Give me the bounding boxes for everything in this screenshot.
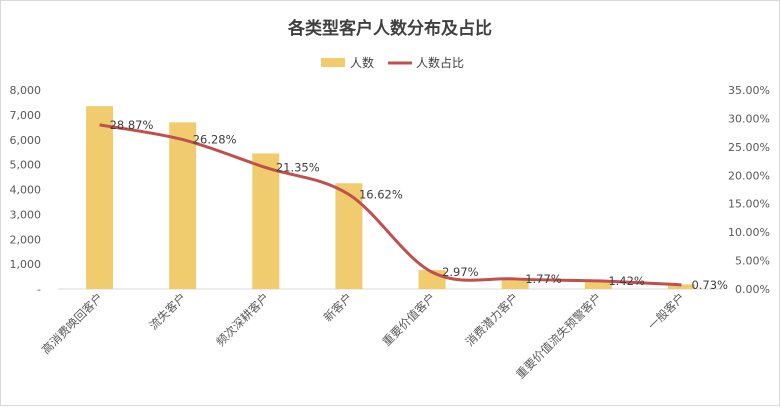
line-data-label: 0.73% — [691, 278, 728, 292]
y2-tick-label: 35.00% — [728, 84, 770, 97]
y2-tick-label: 10.00% — [728, 226, 770, 239]
bar — [86, 106, 113, 289]
y2-tick-label: 20.00% — [728, 169, 770, 182]
y-tick-label: 1,000 — [10, 258, 42, 271]
y2-tick-label: 0.00% — [735, 283, 770, 296]
y-tick-label: 3,000 — [10, 208, 42, 221]
y-tick-label: 6,000 — [10, 134, 42, 147]
bar — [169, 122, 196, 289]
y2-tick-label: 5.00% — [735, 255, 770, 268]
line-data-label: 2.97% — [442, 265, 479, 279]
chart-title: 各类型客户人数分布及占比 — [287, 18, 492, 39]
line-data-label: 26.28% — [193, 133, 237, 147]
y-axis-left: - 1,000 2,000 3,000 4,000 5,000 6,000 7,000 8,00… — [10, 84, 42, 296]
y2-tick-label: 15.00% — [728, 198, 770, 211]
legend-line-label: 人数占比 — [416, 55, 464, 70]
y2-tick-label: 30.00% — [728, 112, 770, 125]
y-tick-label: - — [37, 283, 41, 296]
y-tick-label: 2,000 — [10, 233, 42, 246]
y-tick-label: 8,000 — [10, 84, 42, 97]
y2-tick-label: 25.00% — [728, 141, 770, 154]
legend-bar-label: 人数 — [350, 55, 374, 70]
y-tick-label: 5,000 — [10, 159, 42, 172]
line-data-label: 16.62% — [359, 188, 403, 202]
line-data-label: 1.42% — [608, 274, 645, 288]
y-tick-label: 7,000 — [10, 109, 42, 122]
line-data-label: 21.35% — [276, 161, 320, 175]
line-data-label: 1.77% — [525, 272, 562, 286]
y-tick-label: 4,000 — [10, 184, 42, 197]
legend-bar-swatch — [321, 58, 345, 67]
line-data-label: 28.87% — [110, 118, 154, 132]
